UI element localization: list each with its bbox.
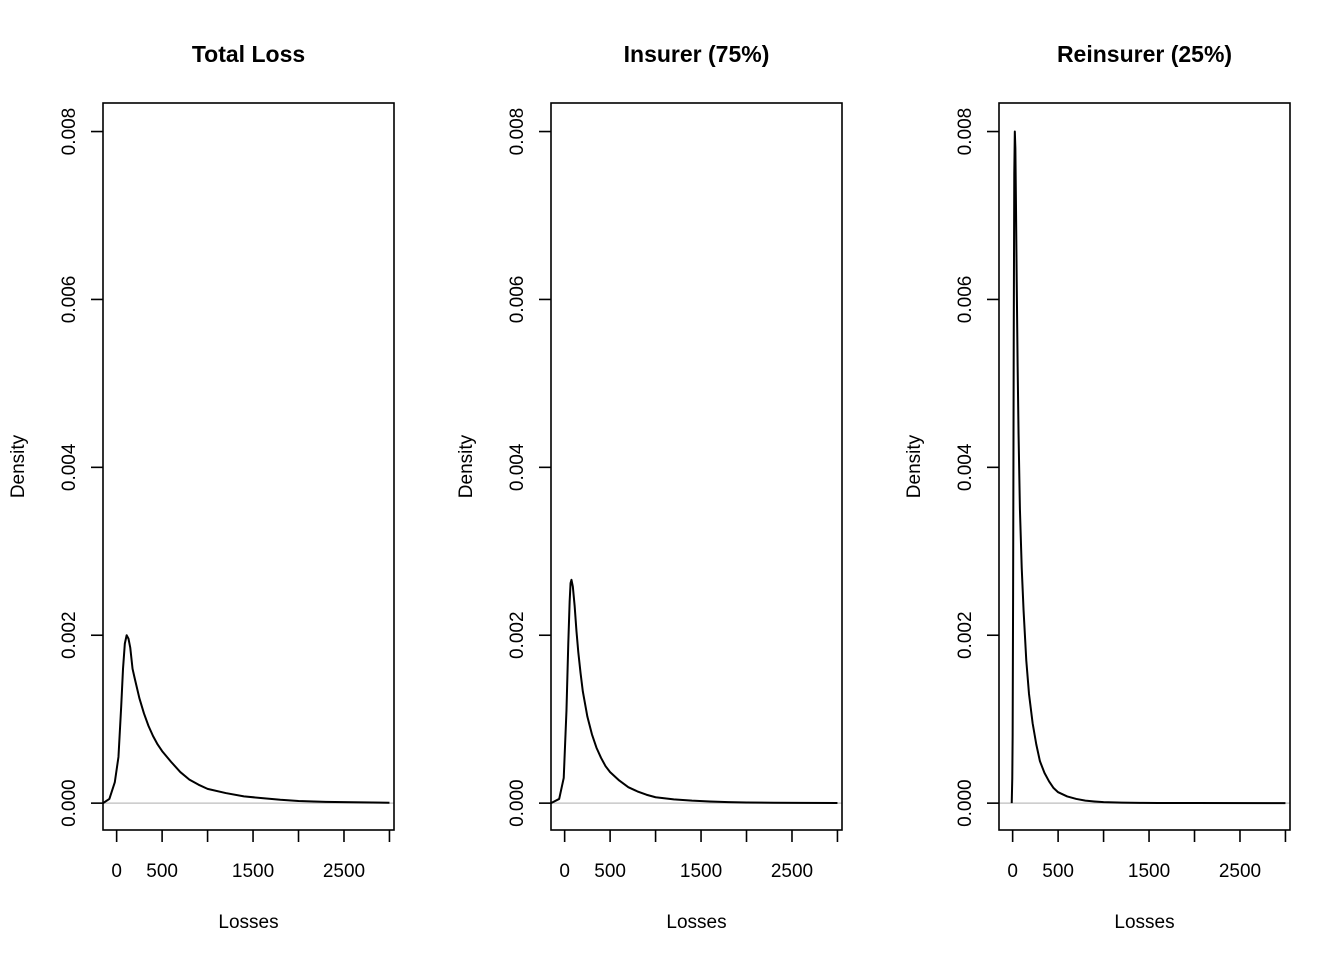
x-axis-label: Losses	[1114, 912, 1174, 933]
y-tick-label: 0.006	[507, 276, 528, 324]
density-curve	[550, 578, 838, 805]
x-tick-label: 2500	[1219, 861, 1261, 882]
y-tick-label: 0.002	[59, 611, 80, 659]
panel-1: Total Loss 0 500 1500 2500 0.000 0.002 0.004 0.0…	[8, 41, 395, 933]
y-tick-label: 0.002	[507, 611, 528, 659]
y-tick-label: 0.004	[507, 443, 528, 491]
x-tick-label: 500	[594, 861, 626, 882]
y-tick-label: 0.000	[507, 779, 528, 827]
y-tick-label: 0.006	[955, 276, 976, 324]
y-axis-label: Density	[8, 434, 29, 498]
x-tick-label: 500	[146, 861, 178, 882]
panel-3: Reinsurer (25%) 0 500 1500 2500 0.000 0.002 0.0…	[904, 41, 1291, 933]
panel-title: Reinsurer (25%)	[1057, 41, 1232, 67]
panel-title: Total Loss	[192, 41, 305, 67]
y-tick-label: 0.000	[59, 779, 80, 827]
plot-frame	[550, 102, 843, 831]
x-tick-label: 0	[111, 861, 122, 882]
x-tick-label: 2500	[771, 861, 813, 882]
y-axis-label: Density	[456, 434, 477, 498]
y-tick-label: 0.004	[59, 443, 80, 491]
density-curve	[102, 634, 390, 804]
x-tick-label: 0	[559, 861, 570, 882]
x-axis-label: Losses	[218, 912, 278, 933]
density-curve	[1010, 130, 1286, 805]
panel-2: Insurer (75%) 0 500 1500 2500 0.000 0.002 0.004…	[456, 41, 843, 933]
x-axis-label: Losses	[666, 912, 726, 933]
y-axis-label: Density	[904, 434, 925, 498]
panel-title: Insurer (75%)	[624, 41, 770, 67]
y-tick-label: 0.002	[955, 611, 976, 659]
x-tick-label: 1500	[680, 861, 722, 882]
y-tick-label: 0.008	[955, 108, 976, 156]
x-tick-label: 2500	[323, 861, 365, 882]
x-tick-label: 1500	[1128, 861, 1170, 882]
x-tick-label: 1500	[232, 861, 274, 882]
plot-frame	[998, 102, 1291, 831]
y-tick-label: 0.006	[59, 276, 80, 324]
y-tick-label: 0.000	[955, 779, 976, 827]
y-tick-label: 0.008	[507, 108, 528, 156]
y-tick-label: 0.004	[955, 443, 976, 491]
y-tick-label: 0.008	[59, 108, 80, 156]
x-tick-label: 500	[1042, 861, 1074, 882]
x-tick-label: 0	[1007, 861, 1018, 882]
plot-frame	[102, 102, 395, 831]
